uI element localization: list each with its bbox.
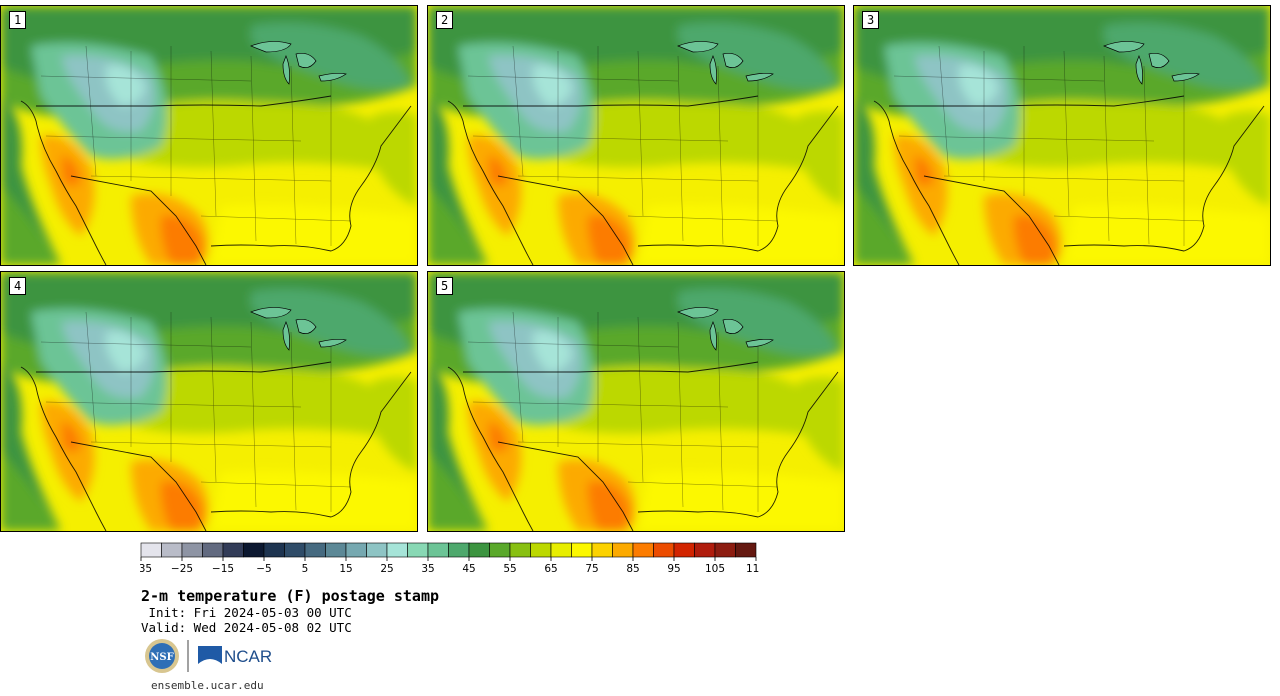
colorbar-swatches (140, 542, 757, 558)
svg-text:NCAR: NCAR (224, 647, 272, 666)
colorbar-swatch (448, 542, 470, 558)
colorbar-swatch (407, 542, 429, 558)
temperature-map-3 (854, 6, 1270, 265)
colorbar-swatch (284, 542, 306, 558)
colorbar-tick-label: 55 (503, 563, 516, 575)
colorbar-swatch (530, 542, 552, 558)
colorbar-swatch (489, 542, 511, 558)
colorbar-swatch (550, 542, 572, 558)
colorbar-swatch (366, 542, 388, 558)
website-url: ensemble.ucar.edu (151, 679, 264, 692)
panel-label-1: 1 (9, 11, 27, 29)
colorbar-swatch (427, 542, 449, 558)
temperature-map-4 (1, 272, 417, 531)
stamp-panel-4: 4 (0, 271, 418, 532)
temperature-colorbar: −35 −25 −15 −5 5 15 25 35 45 55 65 75 85 95 105 115 (140, 542, 760, 575)
colorbar-swatch (304, 542, 326, 558)
valid-time: Valid: Wed 2024-05-08 02 UTC (141, 620, 352, 635)
colorbar-swatch (632, 542, 654, 558)
colorbar-tick-label: 75 (585, 563, 598, 575)
sponsor-logos: NSF NCAR (145, 639, 272, 673)
colorbar-tick-label: −25 (171, 563, 193, 575)
colorbar-tick-label: 25 (380, 563, 393, 575)
colorbar-swatch (263, 542, 285, 558)
colorbar-swatch (386, 542, 408, 558)
panel-label-4: 4 (9, 277, 27, 295)
colorbar-swatch (202, 542, 224, 558)
colorbar-swatch (591, 542, 613, 558)
panel-label-2: 2 (436, 11, 454, 29)
stamp-panel-3: 3 (853, 5, 1271, 266)
colorbar-swatch (140, 542, 162, 558)
colorbar-tick-label: 45 (462, 563, 475, 575)
colorbar-tick-label: 105 (705, 563, 725, 575)
panel-label-3: 3 (862, 11, 880, 29)
stamp-panel-1: 1 (0, 5, 418, 266)
colorbar-swatch (673, 542, 695, 558)
colorbar-swatch (468, 542, 490, 558)
colorbar-tick-label: −5 (256, 563, 271, 575)
colorbar-tick-label: 85 (626, 563, 639, 575)
temperature-map-1 (1, 6, 417, 265)
colorbar-swatch (161, 542, 183, 558)
stamp-panel-2: 2 (427, 5, 845, 266)
colorbar-tick-label: −35 (140, 563, 152, 575)
init-time: Init: Fri 2024-05-03 00 UTC (141, 605, 352, 620)
colorbar-swatch (325, 542, 347, 558)
colorbar-swatch (345, 542, 367, 558)
colorbar-swatch (653, 542, 675, 558)
colorbar-tick-label: 95 (667, 563, 680, 575)
nsf-logo: NSF (145, 639, 179, 673)
colorbar-tick-label: 35 (421, 563, 434, 575)
colorbar-swatch (735, 542, 757, 558)
colorbar-swatch (181, 542, 203, 558)
temperature-map-2 (428, 6, 844, 265)
colorbar-swatch (694, 542, 716, 558)
panel-label-5: 5 (436, 277, 454, 295)
plot-title: 2-m temperature (F) postage stamp (141, 587, 440, 605)
colorbar-swatch (243, 542, 265, 558)
temperature-map-5 (428, 272, 844, 531)
colorbar-tick-label: 5 (302, 563, 309, 575)
colorbar-tick-label: −15 (212, 563, 234, 575)
svg-text:NSF: NSF (150, 652, 173, 663)
colorbar-tick-label: 15 (339, 563, 352, 575)
colorbar-swatch (222, 542, 244, 558)
colorbar-ticks: −35 −25 −15 −5 5 15 25 35 45 55 65 75 85 95 105 115 (140, 557, 760, 575)
stamp-panel-5: 5 (427, 271, 845, 532)
colorbar-swatch (714, 542, 736, 558)
ncar-logo: NCAR (198, 646, 272, 666)
colorbar-tick-label: 65 (544, 563, 557, 575)
colorbar-tick-label: 115 (746, 563, 760, 575)
colorbar-swatch (509, 542, 531, 558)
colorbar-swatch (612, 542, 634, 558)
colorbar-swatch (571, 542, 593, 558)
